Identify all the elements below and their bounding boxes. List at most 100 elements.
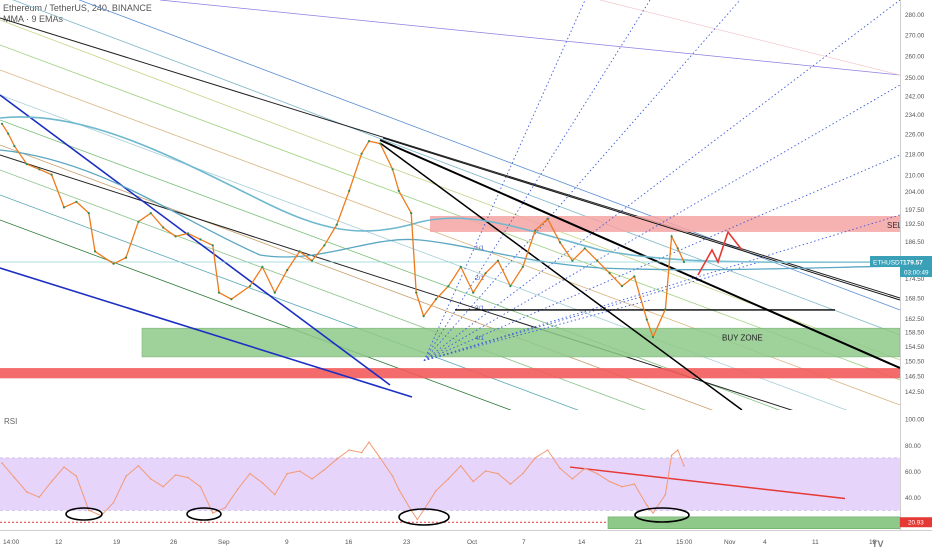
price-point	[496, 259, 500, 262]
channel-line	[0, 119, 781, 410]
price-point	[676, 247, 679, 250]
rsi-point	[286, 472, 289, 475]
time-tick-label: 15:00	[676, 539, 693, 546]
sell-zone-label: SELL	[887, 221, 907, 230]
fib-fan-label: 1/1	[475, 245, 484, 252]
time-tick-label: 14:00	[3, 539, 20, 546]
price-point	[459, 265, 462, 268]
rsi-point	[162, 485, 164, 488]
price-tick-label: 158.50	[905, 330, 925, 337]
price-point	[434, 298, 438, 301]
price-tick-label: 150.50	[905, 359, 925, 366]
rsi-circle-markup	[65, 507, 103, 521]
rsi-point	[261, 482, 264, 484]
price-point	[261, 265, 264, 268]
channel-line	[0, 19, 900, 361]
price-point	[310, 259, 314, 262]
trend-line	[379, 139, 900, 369]
price-point	[447, 285, 450, 288]
rsi-point	[112, 501, 115, 504]
rsi-point	[249, 472, 251, 475]
support-band	[0, 368, 900, 379]
price-point	[348, 189, 351, 192]
price-point	[397, 189, 400, 192]
time-tick-label: 9	[285, 539, 289, 546]
ma-curve	[0, 116, 900, 264]
price-tick-label: 204.00	[905, 189, 925, 196]
price-point	[124, 256, 128, 259]
price-tick-label: 218.00	[905, 152, 925, 159]
time-tick-label: 26	[170, 539, 178, 546]
price-point	[0, 122, 4, 125]
channel-line	[599, 0, 900, 76]
tradingview-logo: TV	[872, 539, 884, 549]
fib-fan-label: 3/1	[475, 305, 484, 312]
price-point	[50, 173, 53, 176]
price-tick-label: 210.00	[905, 173, 925, 180]
rsi-point	[596, 472, 598, 475]
rsi-point	[174, 474, 177, 476]
rsi-point	[360, 451, 363, 454]
countdown-label: 03:00:49	[904, 270, 929, 277]
rsi-point	[224, 506, 226, 509]
price-point	[230, 298, 233, 301]
price-point	[645, 318, 648, 321]
time-tick-label: 18	[869, 539, 877, 546]
time-tick-label: 4	[763, 539, 767, 546]
price-tick-label: 234.00	[905, 112, 925, 119]
rsi-point	[670, 454, 673, 457]
blue-trend-line	[0, 267, 413, 398]
price-point	[137, 220, 140, 223]
time-tick-label: 23	[403, 539, 411, 546]
price-point	[286, 269, 289, 272]
price-tick-label: 242.00	[905, 93, 925, 100]
time-tick-label: Sep	[218, 539, 230, 546]
channel-line	[0, 17, 900, 299]
fib-fan-line	[423, 154, 900, 362]
rsi-point	[416, 518, 419, 521]
price-point	[93, 250, 97, 253]
countdown-badge	[900, 267, 932, 278]
time-tick-label: 14	[578, 539, 586, 546]
trend-line	[379, 142, 743, 410]
price-point	[608, 272, 611, 275]
price-tick-label: 174.50	[905, 276, 925, 283]
rsi-point	[422, 509, 425, 512]
rsi-point	[608, 480, 611, 483]
rsi-tick-label: 60.00	[905, 469, 921, 476]
rsi-point	[435, 489, 437, 492]
rsi-point	[336, 458, 338, 461]
time-axis[interactable]: 14:00 12 19 26 Sep 9 16 23 Oct 7 14 21 15:00 Nov 4 11 18	[0, 530, 932, 547]
rsi-point	[677, 449, 679, 451]
rsi-point	[187, 476, 189, 479]
price-point	[682, 260, 686, 264]
time-tick-label: 19	[113, 539, 121, 546]
rsi-point	[348, 449, 351, 451]
rsi-point	[546, 449, 549, 451]
rsi-pane	[0, 441, 900, 529]
time-tick-label: 21	[635, 539, 643, 546]
price-tick-label: 162.50	[905, 316, 925, 323]
rsi-point	[472, 480, 475, 483]
channel-line	[159, 0, 900, 76]
price-tick-label: 168.50	[905, 296, 925, 303]
price-tick-label: 260.00	[905, 53, 925, 60]
rsi-point	[38, 496, 40, 499]
rsi-point	[63, 466, 65, 468]
price-point	[422, 315, 425, 318]
channel-line	[12, 0, 900, 336]
rsi-point	[509, 483, 512, 485]
fib-fan-line	[423, 214, 900, 362]
price-tick-label: 154.50	[905, 344, 925, 351]
price-point	[670, 235, 673, 238]
price-point	[596, 259, 599, 262]
time-tick-label: 12	[55, 539, 63, 546]
price-axis[interactable]: 280.00 270.00 260.00 250.00 242.00 234.00 226.…	[870, 0, 932, 550]
rsi-point	[150, 478, 152, 480]
rsi-buy-zone	[607, 516, 900, 529]
price-tick-label: 226.00	[905, 132, 925, 139]
price-point	[583, 247, 586, 250]
rsi-point	[1, 462, 3, 464]
time-tick-label: 11	[812, 539, 819, 546]
